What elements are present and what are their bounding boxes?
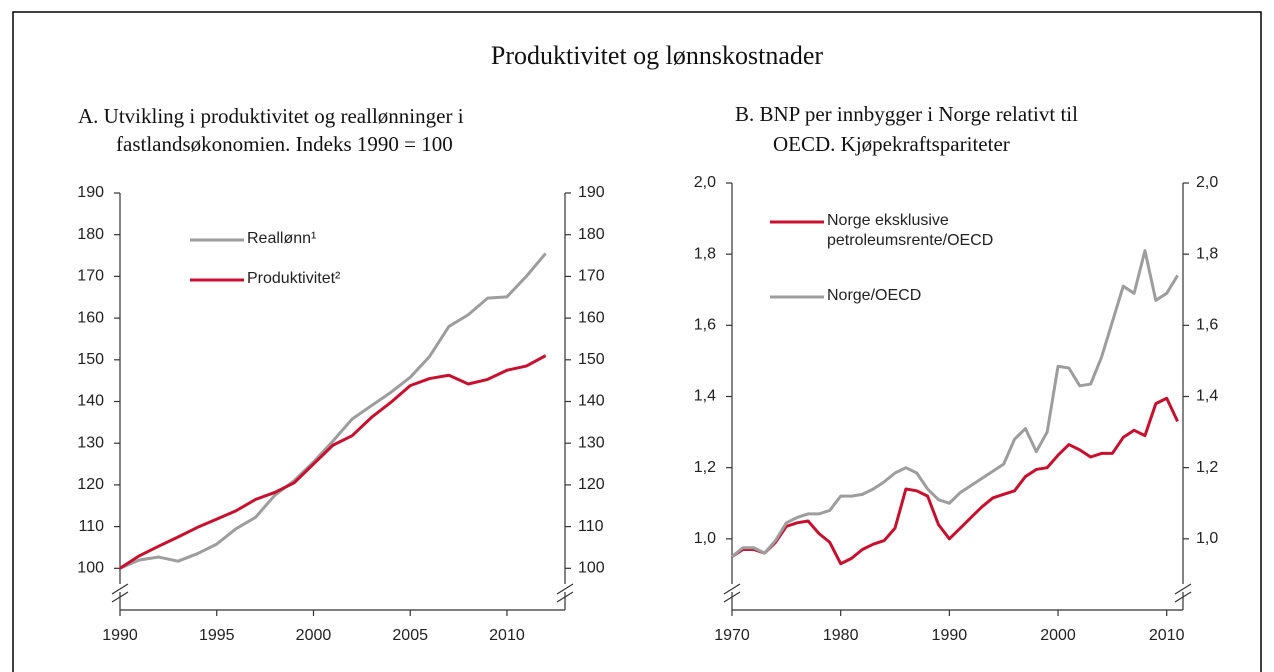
y2-tick-label: 100 bbox=[578, 560, 605, 577]
y2-tick-label: 160 bbox=[578, 309, 605, 326]
y-tick-label: 1,0 bbox=[694, 530, 716, 547]
x-tick-label: 2000 bbox=[1040, 627, 1076, 644]
legend-entry: Norge eksklusive petroleumsrente/OECD bbox=[827, 212, 994, 249]
y2-tick-label: 1,8 bbox=[1196, 245, 1218, 262]
y2-tick-label: 150 bbox=[578, 351, 605, 368]
axis-break bbox=[1174, 591, 1192, 603]
chart-title: Produktivitet og lønnskostnader bbox=[491, 41, 824, 70]
y-tick-label: 1,4 bbox=[694, 388, 716, 405]
y-tick-label: 110 bbox=[78, 518, 104, 535]
y-tick-label: 190 bbox=[77, 184, 104, 201]
axis-break bbox=[1174, 583, 1192, 595]
y2-tick-label: 120 bbox=[578, 476, 605, 493]
y-tick-label: 130 bbox=[77, 434, 104, 451]
y-tick-label: 1,6 bbox=[694, 317, 716, 334]
subtitle: OECD. Kjøpekraftspariteter bbox=[773, 132, 1010, 156]
x-tick-label: 2010 bbox=[1149, 627, 1185, 644]
y-tick-label: 160 bbox=[77, 309, 104, 326]
x-tick-label: 1990 bbox=[932, 627, 968, 644]
legend-label: Norge eksklusive petroleumsrente/OECD bbox=[827, 212, 994, 249]
series-line bbox=[731, 396, 1179, 566]
legend-entry: Produktivitet² bbox=[247, 270, 341, 287]
y-tick-label: 2,0 bbox=[694, 174, 716, 191]
y2-tick-label: 110 bbox=[578, 518, 604, 535]
subtitle: B. BNP per innbygger i Norge relativt ti… bbox=[735, 102, 1078, 126]
series-line bbox=[119, 354, 547, 570]
x-tick-label: 1995 bbox=[199, 627, 235, 644]
y-tick-label: 180 bbox=[77, 226, 104, 243]
y-tick-label: 1,2 bbox=[694, 459, 716, 476]
x-tick-label: 1980 bbox=[823, 627, 859, 644]
y-tick-label: 140 bbox=[77, 393, 104, 410]
subtitle: A. Utvikling i produktivitet og reallønn… bbox=[78, 104, 464, 128]
axis-break bbox=[562, 584, 568, 592]
y2-tick-label: 140 bbox=[578, 393, 605, 410]
axis-break bbox=[111, 591, 129, 603]
y2-tick-label: 2,0 bbox=[1196, 174, 1218, 191]
axis-break bbox=[723, 591, 741, 603]
axis-break bbox=[556, 583, 574, 595]
legend-label: Reallønn¹ bbox=[247, 230, 317, 247]
axis-break bbox=[723, 583, 741, 595]
legend-label: Produktivitet² bbox=[247, 270, 341, 287]
series-line bbox=[731, 249, 1179, 558]
y2-tick-label: 1,2 bbox=[1196, 459, 1218, 476]
x-tick-label: 2000 bbox=[296, 627, 332, 644]
legend-entry: Norge/OECD bbox=[827, 287, 922, 304]
subtitle: fastlandsøkonomien. Indeks 1990 = 100 bbox=[116, 132, 453, 156]
axis-break bbox=[729, 584, 735, 592]
y2-tick-label: 1,4 bbox=[1196, 388, 1218, 405]
y-tick-label: 1,8 bbox=[694, 245, 716, 262]
legend-label: Norge/OECD bbox=[827, 287, 922, 304]
x-tick-label: 2010 bbox=[489, 627, 525, 644]
y-tick-label: 120 bbox=[77, 476, 104, 493]
axis-break bbox=[1180, 584, 1186, 592]
y-tick-label: 170 bbox=[77, 268, 104, 285]
x-tick-label: 1970 bbox=[714, 627, 750, 644]
y2-tick-label: 1,6 bbox=[1196, 317, 1218, 334]
frame bbox=[12, 11, 1262, 672]
x-tick-label: 2005 bbox=[392, 627, 428, 644]
series-line bbox=[119, 252, 547, 570]
y2-tick-label: 190 bbox=[578, 184, 605, 201]
axis-break bbox=[556, 591, 574, 603]
y-tick-label: 100 bbox=[77, 560, 104, 577]
x-tick-label: 1990 bbox=[102, 627, 138, 644]
axis-break bbox=[111, 583, 129, 595]
y2-tick-label: 130 bbox=[578, 434, 605, 451]
axis-break bbox=[117, 584, 123, 592]
y2-tick-label: 170 bbox=[578, 268, 605, 285]
y-tick-label: 150 bbox=[77, 351, 104, 368]
legend-entry: Reallønn¹ bbox=[247, 230, 317, 247]
y2-tick-label: 180 bbox=[578, 226, 605, 243]
y2-tick-label: 1,0 bbox=[1196, 530, 1218, 547]
